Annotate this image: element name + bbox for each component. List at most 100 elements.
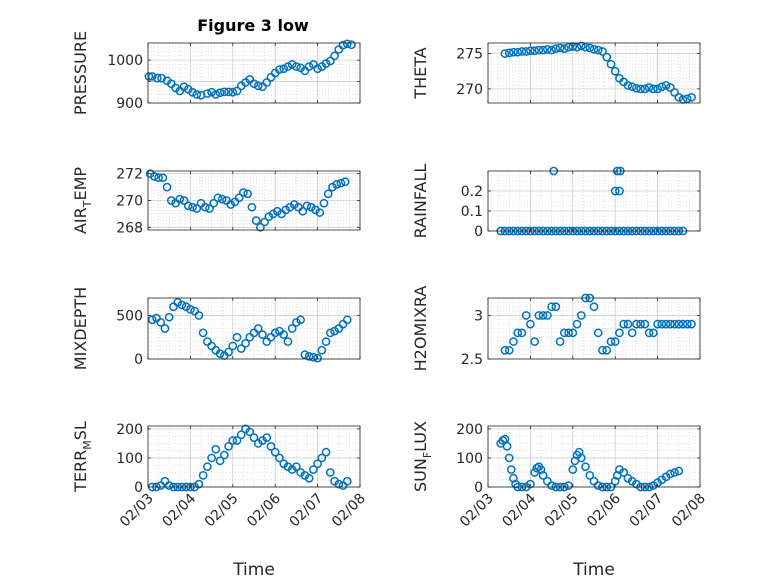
data-point xyxy=(532,463,542,473)
data-point xyxy=(572,42,582,52)
y-axis-label: RAINFALL xyxy=(411,164,430,239)
data-point xyxy=(177,300,187,310)
data-point xyxy=(232,436,242,445)
data-point xyxy=(581,462,590,472)
data-point xyxy=(192,90,202,99)
data-point xyxy=(313,353,322,363)
data-point xyxy=(649,328,658,338)
y-tick-label: 0 xyxy=(134,352,143,368)
data-point xyxy=(292,462,301,472)
data-point xyxy=(336,178,346,188)
data-point xyxy=(270,447,280,457)
data-point xyxy=(292,318,301,327)
data-point xyxy=(309,352,318,362)
data-point xyxy=(568,328,578,338)
data-point xyxy=(526,319,535,329)
y-tick-label: 2.5 xyxy=(461,352,483,368)
data-point xyxy=(610,337,620,346)
data-point xyxy=(330,326,339,336)
data-point xyxy=(205,204,214,213)
y-tick-label: 0.1 xyxy=(461,204,483,220)
data-point xyxy=(321,59,331,68)
h2omixra-axes: 2.5 3 H2OMIXRA xyxy=(411,286,701,371)
data-point xyxy=(317,453,327,463)
data-point xyxy=(342,39,352,49)
data-point xyxy=(200,202,210,212)
data-point xyxy=(661,319,671,329)
data-point xyxy=(262,433,272,442)
data-point xyxy=(213,193,223,203)
data-point xyxy=(249,433,259,442)
data-point xyxy=(256,222,265,232)
y-tick-label: 270 xyxy=(456,82,483,98)
data-point xyxy=(598,47,607,56)
data-point xyxy=(576,311,586,320)
y-tick-label: 100 xyxy=(116,451,143,467)
data-point xyxy=(572,319,582,329)
data-point xyxy=(665,319,675,329)
data-point xyxy=(674,93,684,102)
data-point xyxy=(555,337,565,346)
axes-box xyxy=(147,42,361,104)
y-axis-label: SUNFLUX xyxy=(411,421,434,492)
data-point xyxy=(627,82,637,92)
data-point xyxy=(266,441,276,451)
data-point xyxy=(338,40,348,50)
data-point xyxy=(147,315,157,325)
data-point xyxy=(593,481,603,490)
data-point xyxy=(209,198,219,208)
data-point xyxy=(211,444,221,454)
data-point xyxy=(152,73,162,83)
data-point xyxy=(593,328,603,338)
data-point xyxy=(313,64,322,74)
data-point xyxy=(555,43,565,53)
axes-box xyxy=(147,297,361,360)
data-point xyxy=(179,196,189,205)
data-point xyxy=(228,341,238,351)
data-point xyxy=(279,330,289,339)
y-axis-label: AIRTEMP xyxy=(71,167,94,234)
data-point xyxy=(682,94,692,104)
y-tick-label: 200 xyxy=(116,422,143,438)
y-tick-label: 1000 xyxy=(107,53,143,69)
data-point xyxy=(283,337,293,346)
axes-box xyxy=(487,425,701,488)
data-point xyxy=(598,345,607,355)
data-point xyxy=(251,216,261,225)
y-axis-label: TERRMSL xyxy=(71,421,94,493)
data-point xyxy=(564,42,573,52)
data-point xyxy=(207,453,216,463)
data-point xyxy=(325,468,335,477)
axes-box xyxy=(147,425,361,488)
data-point xyxy=(154,173,163,183)
data-point xyxy=(323,189,333,199)
data-point xyxy=(682,319,692,329)
data-point xyxy=(687,93,696,102)
y-axis-label: MIXDEPTH xyxy=(71,287,90,370)
data-point xyxy=(619,319,629,329)
data-point xyxy=(173,298,183,307)
data-point xyxy=(653,84,662,94)
data-point xyxy=(498,436,508,445)
data-point xyxy=(670,468,679,477)
data-point xyxy=(564,328,573,338)
data-point xyxy=(559,328,569,338)
rainfall-axes: 0 0.1 0.2 RAINFALL xyxy=(411,164,701,240)
data-point xyxy=(606,59,616,69)
data-point xyxy=(304,473,314,483)
data-point xyxy=(576,453,586,463)
data-point xyxy=(258,330,267,339)
data-point xyxy=(249,79,259,89)
x-axis-label: Time xyxy=(572,560,615,580)
data-point xyxy=(534,311,544,320)
data-point xyxy=(236,344,246,353)
y-tick-label: 100 xyxy=(456,451,483,467)
data-point xyxy=(623,319,633,329)
y-axis-label: PRESSURE xyxy=(71,31,90,115)
data-point xyxy=(547,481,556,490)
data-point xyxy=(506,465,516,474)
y-tick-label: 272 xyxy=(116,167,143,183)
data-point xyxy=(224,347,233,357)
mixdepth-axes: 0 500 MIXDEPTH xyxy=(71,287,361,370)
